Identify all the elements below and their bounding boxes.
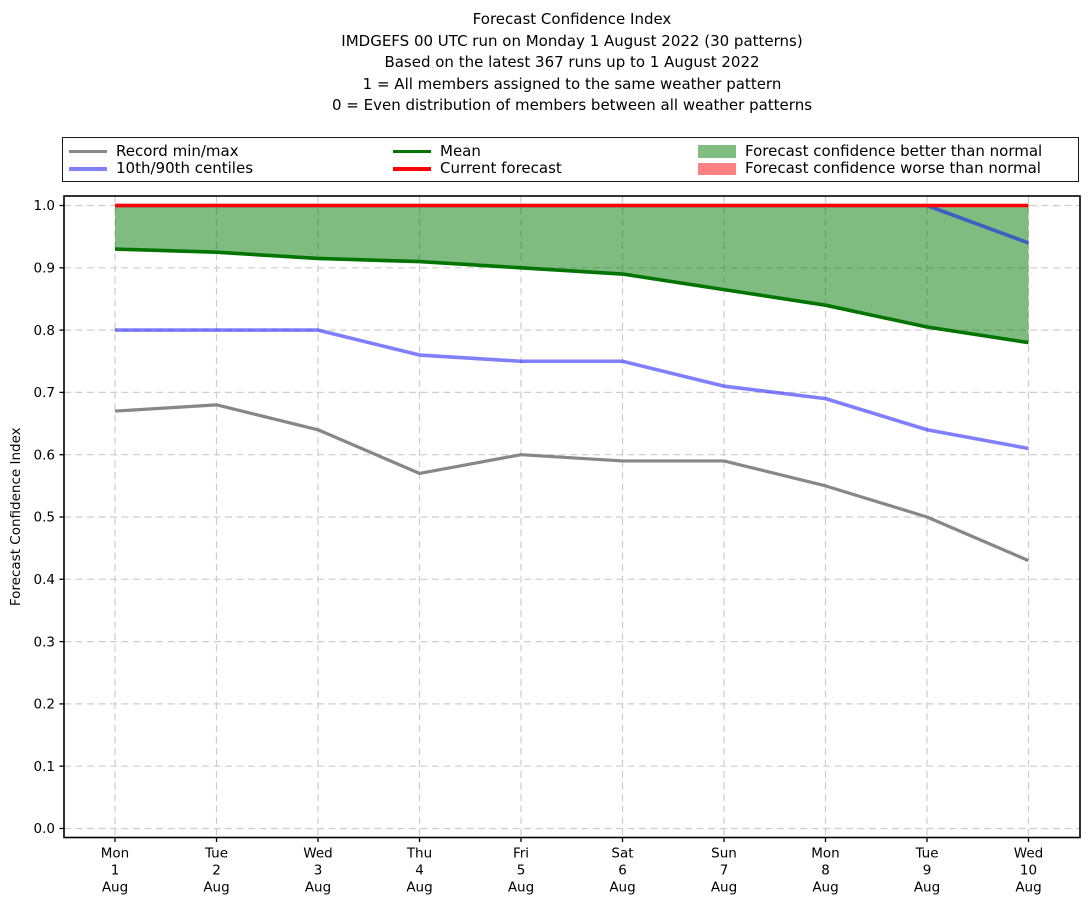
chart-subtitle-runs: Based on the latest 367 runs up to 1 Aug…	[384, 53, 760, 71]
x-tick-label: 10	[1020, 863, 1037, 879]
x-tick-label: 5	[517, 863, 526, 879]
x-tick-label: Tue	[914, 846, 938, 862]
x-tick-label: Sat	[611, 846, 633, 862]
y-tick-label: 0.2	[34, 697, 55, 713]
x-tick-label: Fri	[513, 846, 529, 862]
x-tick-label: Aug	[508, 880, 534, 896]
legend-column-3: Forecast confidence better than normal F…	[698, 143, 1042, 178]
legend-column-2: Mean Current forecast	[393, 143, 562, 178]
centiles-line-swatch	[69, 167, 107, 171]
record-minmax-line-swatch	[69, 149, 107, 154]
x-tick-label: 3	[314, 863, 323, 879]
y-tick-label: 0.3	[34, 634, 55, 650]
x-tick-label: Aug	[914, 880, 940, 896]
chart-subtitle-scale1: 1 = All members assigned to the same wea…	[362, 74, 782, 93]
mean-line-swatch	[393, 149, 431, 154]
legend-label: Record min/max	[116, 142, 239, 161]
y-tick-label: 0.0	[34, 821, 55, 837]
legend-label: Forecast confidence better than normal	[745, 142, 1043, 161]
legend-item-mean: Mean	[393, 143, 562, 160]
x-tick-label: Mon	[811, 846, 839, 862]
x-tick-label: Aug	[203, 880, 229, 896]
legend-label: Current forecast	[440, 159, 562, 178]
x-tick-label: Aug	[609, 880, 635, 896]
x-tick-label: Aug	[711, 880, 737, 896]
x-tick-label: Aug	[305, 880, 331, 896]
x-tick-label: Aug	[102, 880, 128, 896]
legend-item-record-minmax: Record min/max	[69, 143, 253, 160]
series-10th-centile-line	[115, 328, 1029, 451]
x-tick-label: Aug	[1015, 880, 1041, 896]
series-mean-line	[114, 247, 1029, 345]
x-tick-label: 1	[111, 863, 120, 879]
x-tick-label: Wed	[1014, 846, 1043, 862]
x-tick-label: 4	[415, 863, 424, 879]
chart-subtitle-run: IMDGEFS 00 UTC run on Monday 1 August 20…	[341, 31, 803, 50]
x-tick-label: Aug	[406, 880, 432, 896]
legend-item-current-forecast: Current forecast	[393, 160, 562, 177]
chart-title: Forecast Confidence Index	[472, 10, 672, 28]
y-tick-label: 1.0	[34, 198, 55, 214]
y-tick-label: 0.9	[34, 261, 55, 277]
x-tick-label: 9	[923, 863, 932, 879]
x-tick-label: 2	[212, 863, 221, 879]
chart-title-block: Forecast Confidence Index IMDGEFS 00 UTC…	[52, 9, 1092, 117]
confidence-worse-patch-swatch	[698, 162, 736, 176]
x-tick-label: Aug	[812, 880, 838, 896]
x-tick-label: Sun	[711, 846, 737, 862]
x-tick-label: Thu	[406, 846, 432, 862]
confidence-better-fill	[115, 205, 1029, 343]
legend-item-centiles: 10th/90th centiles	[69, 160, 253, 177]
x-tick-label: 6	[618, 863, 627, 879]
x-tick-label: 8	[821, 863, 830, 879]
x-tick-label: Wed	[303, 846, 332, 862]
x-tick-label: Tue	[204, 846, 228, 862]
x-tick-label: Mon	[101, 846, 129, 862]
confidence-better-patch-swatch	[698, 145, 736, 158]
current-forecast-line-swatch	[393, 167, 431, 171]
legend-item-confidence-worse: Forecast confidence worse than normal	[698, 160, 1042, 177]
x-tick-label: 7	[720, 863, 729, 879]
y-tick-label: 0.6	[34, 447, 55, 463]
legend-column-1: Record min/max 10th/90th centiles	[69, 143, 253, 178]
legend-label: Forecast confidence worse than normal	[745, 159, 1041, 178]
y-tick-label: 0.4	[34, 572, 55, 588]
y-tick-label: 0.5	[34, 510, 55, 526]
legend-label: Mean	[440, 142, 481, 161]
y-axis-label: Forecast Confidence Index	[8, 427, 24, 606]
y-tick-label: 0.1	[34, 759, 55, 775]
legend-label: 10th/90th centiles	[116, 159, 254, 178]
chart-legend: Record min/max 10th/90th centiles Mean C…	[62, 137, 1079, 182]
legend-item-confidence-better: Forecast confidence better than normal	[698, 143, 1042, 160]
chart-subtitle-scale0: 0 = Even distribution of members between…	[331, 96, 813, 114]
series-record-min-line	[114, 403, 1030, 563]
y-tick-label: 0.8	[34, 323, 55, 339]
y-tick-label: 0.7	[34, 385, 55, 401]
